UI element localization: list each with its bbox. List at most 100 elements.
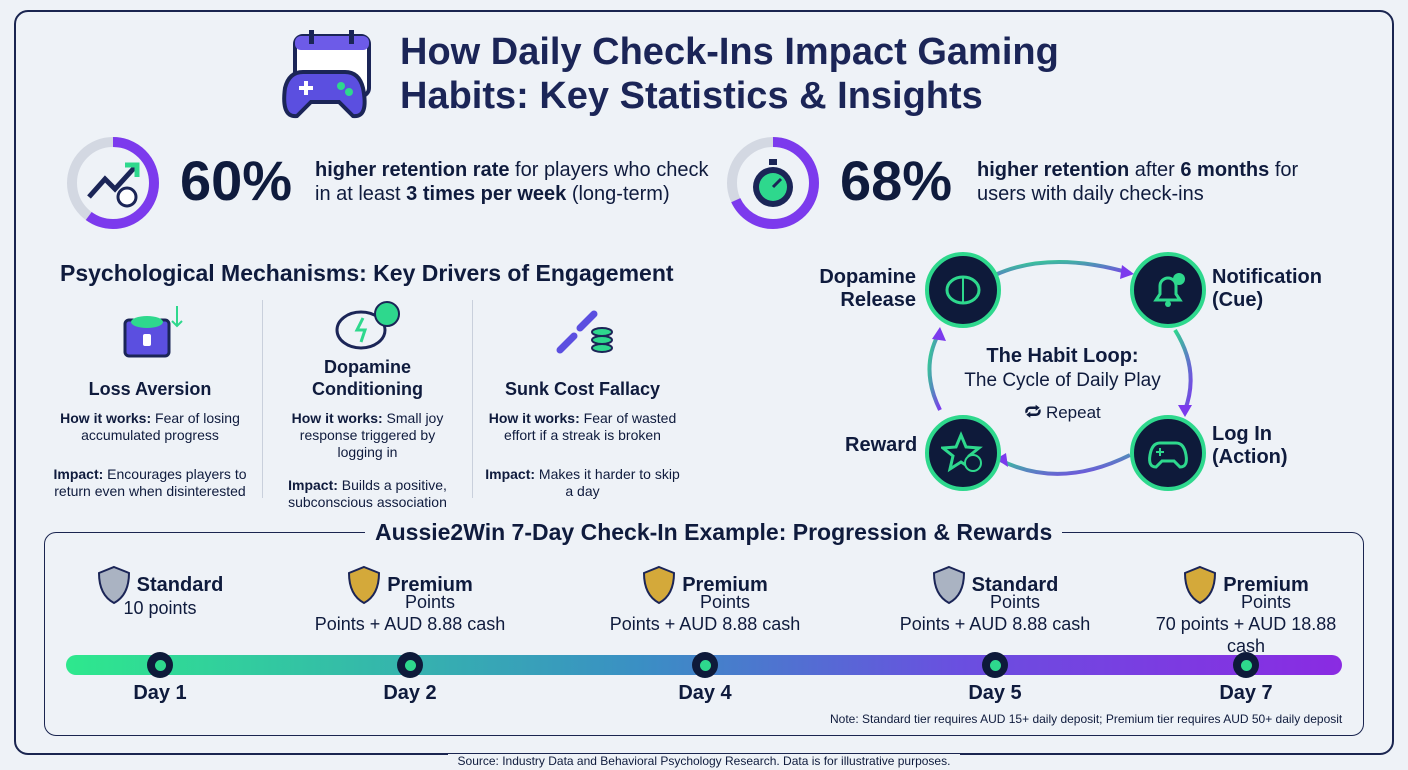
tier-label: Premium	[1136, 565, 1356, 605]
mechanism-impact: Impact: Builds a positive, subconscious …	[280, 477, 455, 511]
timeline-day-reward: Standard Points Points + AUD 8.88 cash	[885, 565, 1105, 635]
stat-text: (long-term)	[566, 183, 670, 205]
loop-node-login	[1130, 415, 1206, 491]
label: Impact:	[485, 466, 536, 482]
tier-name: Standard	[136, 574, 224, 596]
title-line-2: Habits: Key Statistics & Insights	[400, 75, 983, 117]
tier-name: Premium	[387, 574, 473, 596]
title-line-1: How Daily Check-Ins Impact Gaming	[400, 31, 1059, 73]
mechanism-sunk-cost: Sunk Cost Fallacy How it works: Fear of …	[485, 300, 680, 516]
timeline-dot	[1233, 652, 1259, 678]
timeline-day-reward: Premium Points 70 points + AUD 18.88 cas…	[1136, 565, 1356, 657]
calendar-gamepad-icon	[282, 30, 371, 119]
star-coin-icon	[941, 431, 983, 473]
stat-text: after	[1129, 159, 1181, 181]
repeat-text: Repeat	[1045, 403, 1101, 422]
label: Impact:	[53, 466, 104, 482]
mechanism-impact: Impact: Encourages players to return eve…	[45, 466, 255, 500]
tier-sub: Points	[1240, 592, 1292, 612]
source-line: Source: Industry Data and Behavioral Psy…	[0, 752, 1408, 770]
stat-ring-68	[727, 137, 819, 229]
brain-icon	[945, 275, 981, 305]
timeline-dot	[692, 652, 718, 678]
timeline-dot	[397, 652, 423, 678]
label: How it works:	[488, 410, 580, 426]
label: How it works:	[291, 410, 383, 426]
mechanism-dopamine: Dopamine Conditioning How it works: Smal…	[280, 300, 455, 527]
text: Fear of wasted effort if a streak is bro…	[504, 410, 677, 443]
label: Dopamine	[819, 266, 916, 288]
stat-bold: 6 months	[1180, 159, 1270, 181]
divider	[262, 300, 263, 498]
tier-name: Premium	[682, 574, 768, 596]
tier-name: Standard	[971, 574, 1059, 596]
timeline-day-reward: Standard 10 points	[50, 565, 270, 619]
stat-value-60: 60%	[180, 149, 293, 212]
loop-label-dopamine: Dopamine Release	[818, 266, 916, 312]
tier-label: Standard	[50, 565, 270, 605]
label: Release	[840, 289, 916, 311]
day-label: Day 7	[1219, 682, 1273, 704]
mechanism-how: How it works: Small joy response trigger…	[280, 410, 455, 461]
gold-shield-icon	[348, 565, 381, 605]
stat-value-68: 68%	[840, 149, 953, 212]
tier-label: Premium	[595, 565, 815, 605]
stat-text: for users with daily check-ins	[977, 159, 1299, 205]
gold-shield-icon	[1184, 565, 1217, 605]
reward-text: Points + AUD 8.88 cash	[314, 614, 506, 634]
silver-shield-icon	[97, 565, 130, 605]
stat-bold: higher retention rate	[315, 159, 510, 181]
tier-sub: Points	[989, 592, 1041, 612]
stat-text: for players who check in at least	[315, 159, 709, 205]
day-label: Day 2	[383, 682, 437, 704]
gamepad-icon	[1148, 441, 1188, 469]
stat-bold: 3 times per week	[406, 183, 567, 205]
label: (Cue)	[1212, 289, 1264, 311]
stat-bold: higher retention	[977, 159, 1130, 181]
timeline-day-reward: Premium Points Points + AUD 8.88 cash	[300, 565, 520, 635]
tier-label: Premium	[300, 565, 520, 605]
tier-name: Premium	[1223, 574, 1309, 596]
label: How it works:	[60, 410, 152, 426]
source-text: Source: Industry Data and Behavioral Psy…	[447, 754, 961, 768]
reward-text: Points + AUD 8.88 cash	[609, 614, 801, 634]
bell-icon	[1153, 273, 1185, 307]
tier-sub: Points	[404, 592, 456, 612]
mechanism-name: Dopamine Conditioning	[312, 357, 423, 399]
label: Reward	[845, 434, 918, 456]
mechanism-how: How it works: Fear of losing accumulated…	[45, 410, 255, 444]
gold-shield-icon	[643, 565, 676, 605]
label: Impact:	[288, 477, 338, 493]
brain-smile-icon	[335, 301, 400, 350]
habit-loop-arrows	[927, 260, 1193, 476]
day-label: Day 5	[968, 682, 1022, 704]
loop-node-reward	[925, 415, 1001, 491]
timeline-heading: Aussie2Win 7-Day Check-In Example: Progr…	[365, 519, 1063, 546]
label: (Action)	[1212, 446, 1288, 468]
reward-text: 70 points + AUD 18.88 cash	[1155, 614, 1337, 656]
habit-loop-center: The Habit Loop: The Cycle of Daily Play …	[950, 345, 1175, 424]
page-title: How Daily Check-Ins Impact Gaming Habits…	[400, 30, 1059, 118]
text: Builds a positive, subconscious associat…	[288, 477, 447, 510]
day-label: Day 4	[678, 682, 732, 704]
stat-ring-60	[67, 137, 159, 229]
timeline-day-reward: Premium Points Points + AUD 8.88 cash	[595, 565, 815, 635]
stat-text-68: higher retention after 6 months for user…	[977, 158, 1317, 206]
treasure-chest-icon	[123, 306, 183, 358]
label: Log In	[1212, 423, 1272, 445]
reward-text: 10 points	[123, 598, 197, 618]
mechanism-name: Loss Aversion	[88, 379, 212, 399]
tier-sub: Points	[699, 592, 751, 612]
loop-node-notification	[1130, 252, 1206, 328]
label: Notification	[1212, 266, 1322, 288]
mechanism-impact: Impact: Makes it harder to skip a day	[485, 466, 680, 500]
text: Makes it harder to skip a day	[535, 466, 680, 499]
loop-label-login: Log In (Action)	[1212, 423, 1288, 469]
mechanism-name: Sunk Cost Fallacy	[504, 379, 661, 399]
loop-label-notification: Notification (Cue)	[1212, 266, 1322, 312]
mechanism-loss-aversion: Loss Aversion How it works: Fear of losi…	[45, 300, 255, 516]
text: Encourages players to return even when d…	[54, 466, 247, 499]
loop-node-dopamine	[925, 252, 1001, 328]
mechanism-how: How it works: Fear of wasted effort if a…	[485, 410, 680, 444]
broken-chain-coins-icon	[556, 310, 613, 354]
